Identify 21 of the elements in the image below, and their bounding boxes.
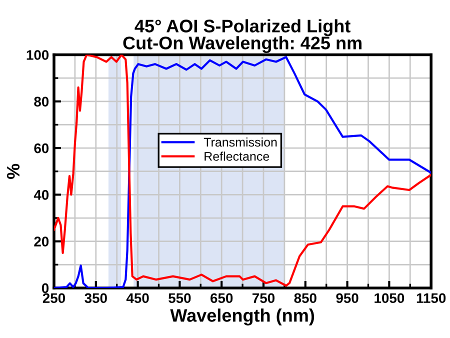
x-tick-label: 1050 (374, 293, 404, 304)
legend-label: Reflectance (204, 152, 270, 161)
x-tick-label: 750 (252, 293, 275, 304)
y-tick-label: 80 (34, 96, 49, 107)
y-tick-label: 0 (42, 283, 49, 294)
y-tick-label: 40 (34, 190, 49, 200)
chart-title: 45° AOI S-Polarized Light Cut-On Wavelength: 425 nm (123, 19, 362, 54)
x-tick-label: 650 (210, 293, 233, 304)
x-tick-label: 1150 (416, 293, 446, 304)
x-axis-title: Wavelength (nm) (170, 308, 314, 326)
x-tick-label: 550 (168, 293, 191, 304)
x-tick-label: 950 (336, 293, 358, 304)
x-tick-label: 850 (294, 293, 316, 304)
y-tick-label: 60 (34, 143, 49, 154)
y-axis-title: % (6, 164, 20, 179)
y-tick-label: 20 (34, 236, 49, 246)
x-tick-label: 350 (84, 293, 107, 304)
legend-label: Transmission (204, 137, 277, 147)
x-tick-label: 450 (126, 293, 149, 304)
y-tick-label: 100 (26, 50, 49, 60)
x-tick-label: 250 (42, 293, 66, 304)
